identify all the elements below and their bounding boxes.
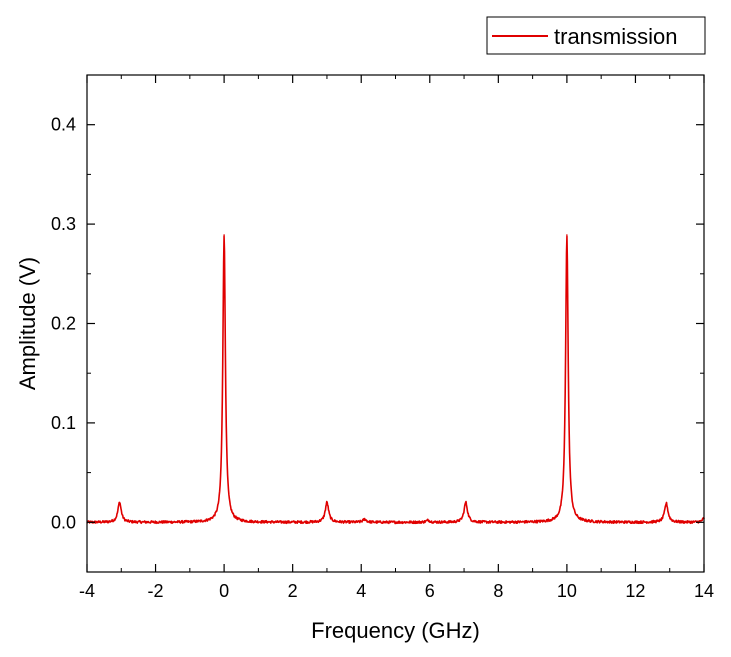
peak-point [427,519,429,522]
x-tick-label: 0 [219,581,229,601]
peak-point [326,501,328,504]
y-axis-title: Amplitude (V) [15,257,40,390]
series-layer [86,234,705,525]
y-tick-label: 0.3 [51,214,76,234]
x-tick-label: 12 [625,581,645,601]
y-tick-label: 0.4 [51,115,76,135]
y-tick-label: 0.2 [51,314,76,334]
x-tick-label: 2 [288,581,298,601]
peak-point [665,502,668,505]
x-tick-label: -4 [79,581,95,601]
x-tick-label: 6 [425,581,435,601]
x-axis-title: Frequency (GHz) [311,618,480,643]
x-tick-label: 8 [493,581,503,601]
peak-point [566,234,568,236]
peak-point [118,501,121,504]
x-tick-label: 14 [694,581,714,601]
x-tick-label: -2 [148,581,164,601]
legend: transmission [486,16,706,55]
y-tick-label: 0.1 [51,413,76,433]
ticks-layer: -4 -2 0 2 4 6 8 10 12 14 0.0 0.1 0.2 0.3 0.4 [51,75,714,601]
plot-frame [86,74,705,573]
legend-label: transmission [554,24,677,49]
x-tick-label: 10 [557,581,577,601]
peak-point [464,501,467,504]
transmission-line [86,235,705,525]
peak-point [223,234,225,236]
y-tick-label: 0.0 [51,512,76,532]
x-tick-label: 4 [356,581,366,601]
peak-point [363,518,366,521]
